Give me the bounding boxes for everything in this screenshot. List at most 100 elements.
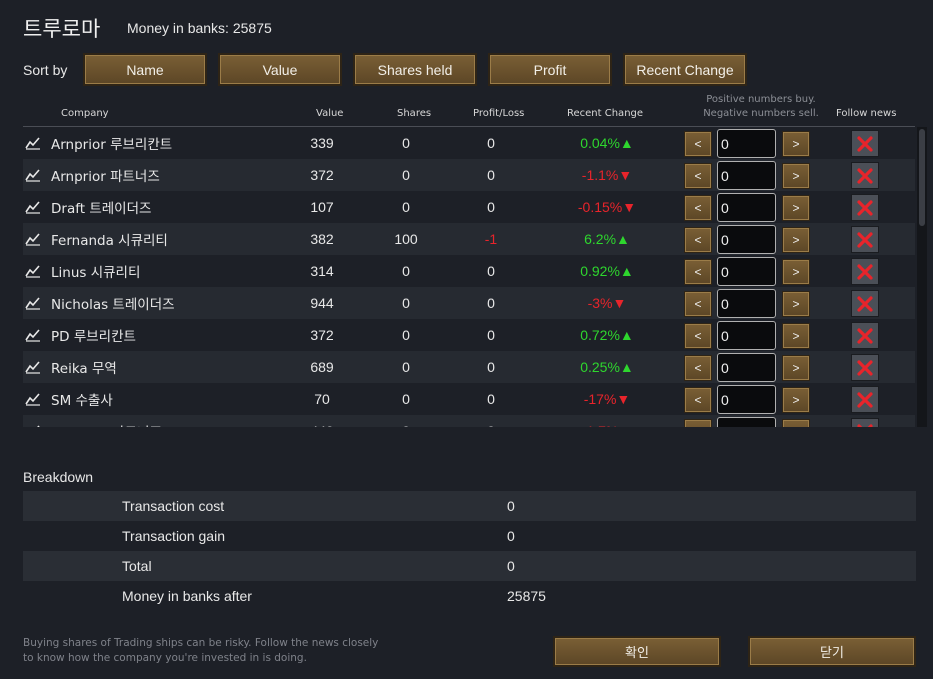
shares-held: 0 xyxy=(402,327,410,343)
decrease-quantity-button[interactable]: < xyxy=(684,387,712,413)
quantity-input[interactable] xyxy=(717,353,776,382)
arrow-down-icon: ▼ xyxy=(616,391,631,407)
recent-change: 0.72% ▲ xyxy=(553,319,661,351)
decrease-quantity-button[interactable]: < xyxy=(684,163,712,189)
follow-news-toggle[interactable] xyxy=(851,290,879,317)
quantity-input[interactable] xyxy=(717,385,776,414)
increase-quantity-button[interactable]: > xyxy=(782,387,810,413)
header-profit-loss: Profit/Loss xyxy=(473,108,525,119)
recent-change: 0.04% ▲ xyxy=(553,127,661,159)
follow-news-toggle[interactable] xyxy=(851,386,879,413)
company-value: 107 xyxy=(310,199,334,215)
decrease-quantity-button[interactable]: < xyxy=(684,419,712,427)
quantity-input[interactable] xyxy=(717,129,776,158)
increase-quantity-button[interactable]: > xyxy=(782,291,810,317)
profit-loss: 0 xyxy=(487,135,495,151)
trend-line-icon xyxy=(23,351,43,383)
table-row: Arnprior 파트너즈 372 0 0 -1.1%▼ < > xyxy=(23,159,915,191)
quantity-input[interactable] xyxy=(717,161,776,190)
increase-quantity-button[interactable]: > xyxy=(782,259,810,285)
table-row: Linus 시큐리티 314 0 0 0.92%▲ < > xyxy=(23,255,915,287)
follow-news-toggle[interactable] xyxy=(851,258,879,285)
decrease-quantity-button[interactable]: < xyxy=(684,259,712,285)
sort-value-button[interactable]: Value xyxy=(218,53,342,86)
increase-quantity-button[interactable]: > xyxy=(782,419,810,427)
scrollbar-track[interactable] xyxy=(917,127,927,427)
breakdown-label: Money in banks after xyxy=(122,588,252,604)
recent-change: -17% ▼ xyxy=(553,383,661,415)
recent-change: -1.7%▼ xyxy=(553,415,661,427)
trend-line-icon xyxy=(23,319,43,351)
company-value: 944 xyxy=(310,295,334,311)
follow-news-toggle[interactable] xyxy=(851,418,879,427)
shares-held: 0 xyxy=(402,391,410,407)
increase-quantity-button[interactable]: > xyxy=(782,227,810,253)
red-x-icon xyxy=(856,295,874,313)
company-value: 372 xyxy=(310,327,334,343)
quantity-input[interactable] xyxy=(717,225,776,254)
recent-change: 0.92% ▲ xyxy=(553,255,661,287)
arrow-up-icon: ▲ xyxy=(619,263,634,279)
decrease-quantity-button[interactable]: < xyxy=(684,131,712,157)
increase-quantity-button[interactable]: > xyxy=(782,195,810,221)
company-value: 440 xyxy=(291,415,353,427)
follow-news-toggle[interactable] xyxy=(851,130,879,157)
sort-name-button[interactable]: Name xyxy=(83,53,207,86)
sort-recent-change-button[interactable]: Recent Change xyxy=(623,53,747,86)
confirm-button[interactable]: 확인 xyxy=(553,636,721,667)
follow-news-toggle[interactable] xyxy=(851,322,879,349)
breakdown-label: Transaction cost xyxy=(122,498,225,514)
decrease-quantity-button[interactable]: < xyxy=(684,355,712,381)
company-name: Fernanda 시큐리티 xyxy=(51,233,168,249)
red-x-icon xyxy=(856,231,874,249)
red-x-icon xyxy=(856,391,874,409)
arrow-up-icon: ▲ xyxy=(619,135,634,151)
increase-quantity-button[interactable]: > xyxy=(782,163,810,189)
header-value: Value xyxy=(316,108,344,119)
company-value: 314 xyxy=(310,263,334,279)
decrease-quantity-button[interactable]: < xyxy=(684,291,712,317)
breakdown-label: Total xyxy=(122,558,152,574)
table-row: PD 루브리칸트 372 0 0 0.72%▲ < > xyxy=(23,319,915,351)
breakdown-row-transaction-cost: Transaction cost 0 xyxy=(23,491,916,521)
quantity-input[interactable] xyxy=(717,257,776,286)
table-row: Draft 트레이더즈 107 0 0 -0.15%▼ < > xyxy=(23,191,915,223)
increase-quantity-button[interactable]: > xyxy=(782,131,810,157)
trend-line-icon xyxy=(23,191,43,223)
quantity-input[interactable] xyxy=(717,193,776,222)
company-value: 382 xyxy=(310,231,334,247)
increase-quantity-button[interactable]: > xyxy=(782,323,810,349)
company-name: SM 수출사 xyxy=(51,393,113,409)
red-x-icon xyxy=(856,135,874,153)
follow-news-toggle[interactable] xyxy=(851,194,879,221)
buy-sell-hint: Positive numbers buy. Negative numbers s… xyxy=(690,93,832,121)
breakdown-row-transaction-gain: Transaction gain 0 xyxy=(23,521,916,551)
quantity-input[interactable] xyxy=(717,289,776,318)
company-value: 372 xyxy=(310,167,334,183)
recent-change-value: -17% xyxy=(583,391,617,407)
red-x-icon xyxy=(856,263,874,281)
quantity-input[interactable] xyxy=(717,321,776,350)
table-row: Fernanda 시큐리티 382 100 -1 6.2%▲ < > xyxy=(23,223,915,255)
arrow-down-icon: ▼ xyxy=(618,167,633,183)
close-button[interactable]: 닫기 xyxy=(748,636,916,667)
increase-quantity-button[interactable]: > xyxy=(782,355,810,381)
arrow-down-icon: ▼ xyxy=(612,295,627,311)
table-row: Nicholas 트레이더즈 944 0 0 -3%▼ < > xyxy=(23,287,915,319)
recent-change-value: -3% xyxy=(587,295,613,311)
follow-news-toggle[interactable] xyxy=(851,354,879,381)
decrease-quantity-button[interactable]: < xyxy=(684,195,712,221)
decrease-quantity-button[interactable]: < xyxy=(684,227,712,253)
decrease-quantity-button[interactable]: < xyxy=(684,323,712,349)
sort-label: Sort by xyxy=(23,62,68,78)
shares-held: 0 xyxy=(402,199,410,215)
scrollbar-thumb[interactable] xyxy=(919,129,925,226)
quantity-input[interactable] xyxy=(717,417,776,427)
hint-line-buy: Positive numbers buy. xyxy=(706,94,816,105)
follow-news-toggle[interactable] xyxy=(851,162,879,189)
follow-news-toggle[interactable] xyxy=(851,226,879,253)
sort-profit-button[interactable]: Profit xyxy=(488,53,612,86)
shares-held: 0 xyxy=(402,359,410,375)
table-row: Arnprior 루브리칸트 339 0 0 0.04%▲ < > xyxy=(23,127,915,159)
sort-shares-button[interactable]: Shares held xyxy=(353,53,477,86)
